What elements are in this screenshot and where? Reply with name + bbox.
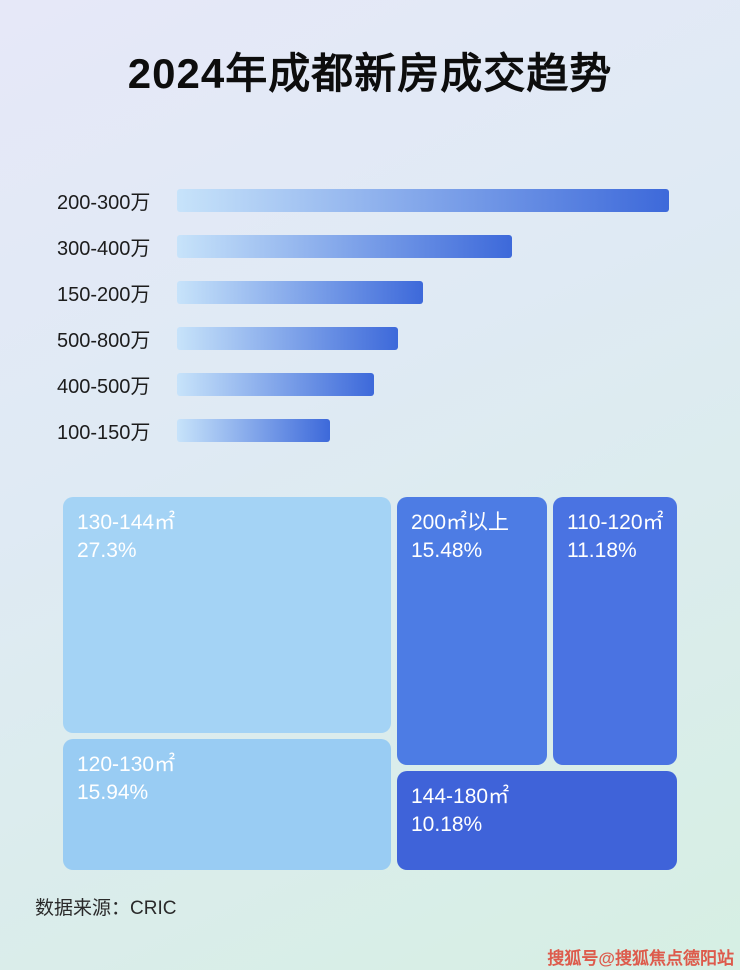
tile-label: 144-180㎡ <box>411 785 510 808</box>
bar-category-label: 100-150万 <box>57 421 151 444</box>
bar-category-label: 300-400万 <box>57 237 151 260</box>
bar-row: 150-200万 <box>57 269 683 315</box>
bar-row: 100-150万 <box>57 407 683 453</box>
tile-value: 11.18% <box>567 539 637 563</box>
bar-category-label: 200-300万 <box>57 191 151 214</box>
treemap-tile-144-180: 144-180㎡ 10.18% <box>397 771 677 870</box>
price-band-bar-chart: 200-300万 300-400万 150-200万 500-800万 400- <box>57 177 683 453</box>
tile-value: 15.48% <box>411 539 483 563</box>
bar-category-label: 400-500万 <box>57 375 151 398</box>
treemap-tile-110-120: 110-120㎡ 11.18% <box>553 497 677 765</box>
tile-label: 120-130㎡ <box>77 753 176 776</box>
bar-track <box>177 188 669 212</box>
page-title: 2024年成都新房成交趋势 <box>127 50 613 97</box>
bar-category-label: 500-800万 <box>57 329 151 352</box>
treemap-tile-200-plus: 200㎡以上 15.48% <box>397 497 547 765</box>
bar-track <box>177 418 669 442</box>
bar-track <box>177 234 669 258</box>
bar <box>177 326 399 350</box>
bar-track <box>177 372 669 396</box>
tile-value: 27.3% <box>77 539 137 563</box>
treemap-tile-120-130: 120-130㎡ 15.94% <box>63 739 391 870</box>
tile-label: 200㎡以上 <box>411 511 510 534</box>
bar <box>177 188 669 212</box>
bar-row: 500-800万 <box>57 315 683 361</box>
tile-value: 10.18% <box>411 813 483 837</box>
bar-row: 400-500万 <box>57 361 683 407</box>
publisher-watermark: 搜狐号@搜狐焦点德阳站 <box>547 949 734 968</box>
bar <box>177 280 423 304</box>
treemap-tile-130-144: 130-144㎡ 27.3% <box>63 497 391 733</box>
bar-track <box>177 280 669 304</box>
tile-value: 15.94% <box>77 781 149 805</box>
tile-label: 110-120㎡ <box>567 511 664 534</box>
bar-row: 200-300万 <box>57 177 683 223</box>
bar-row: 300-400万 <box>57 223 683 269</box>
bar <box>177 372 374 396</box>
bar-track <box>177 326 669 350</box>
bar <box>177 418 330 442</box>
data-source-note: 数据来源：CRIC <box>35 898 177 919</box>
bar-category-label: 150-200万 <box>57 283 151 306</box>
bar <box>177 234 512 258</box>
area-size-treemap: 130-144㎡ 27.3% 200㎡以上 15.48% 110-120㎡ 11… <box>63 497 677 870</box>
tile-label: 130-144㎡ <box>77 511 176 534</box>
